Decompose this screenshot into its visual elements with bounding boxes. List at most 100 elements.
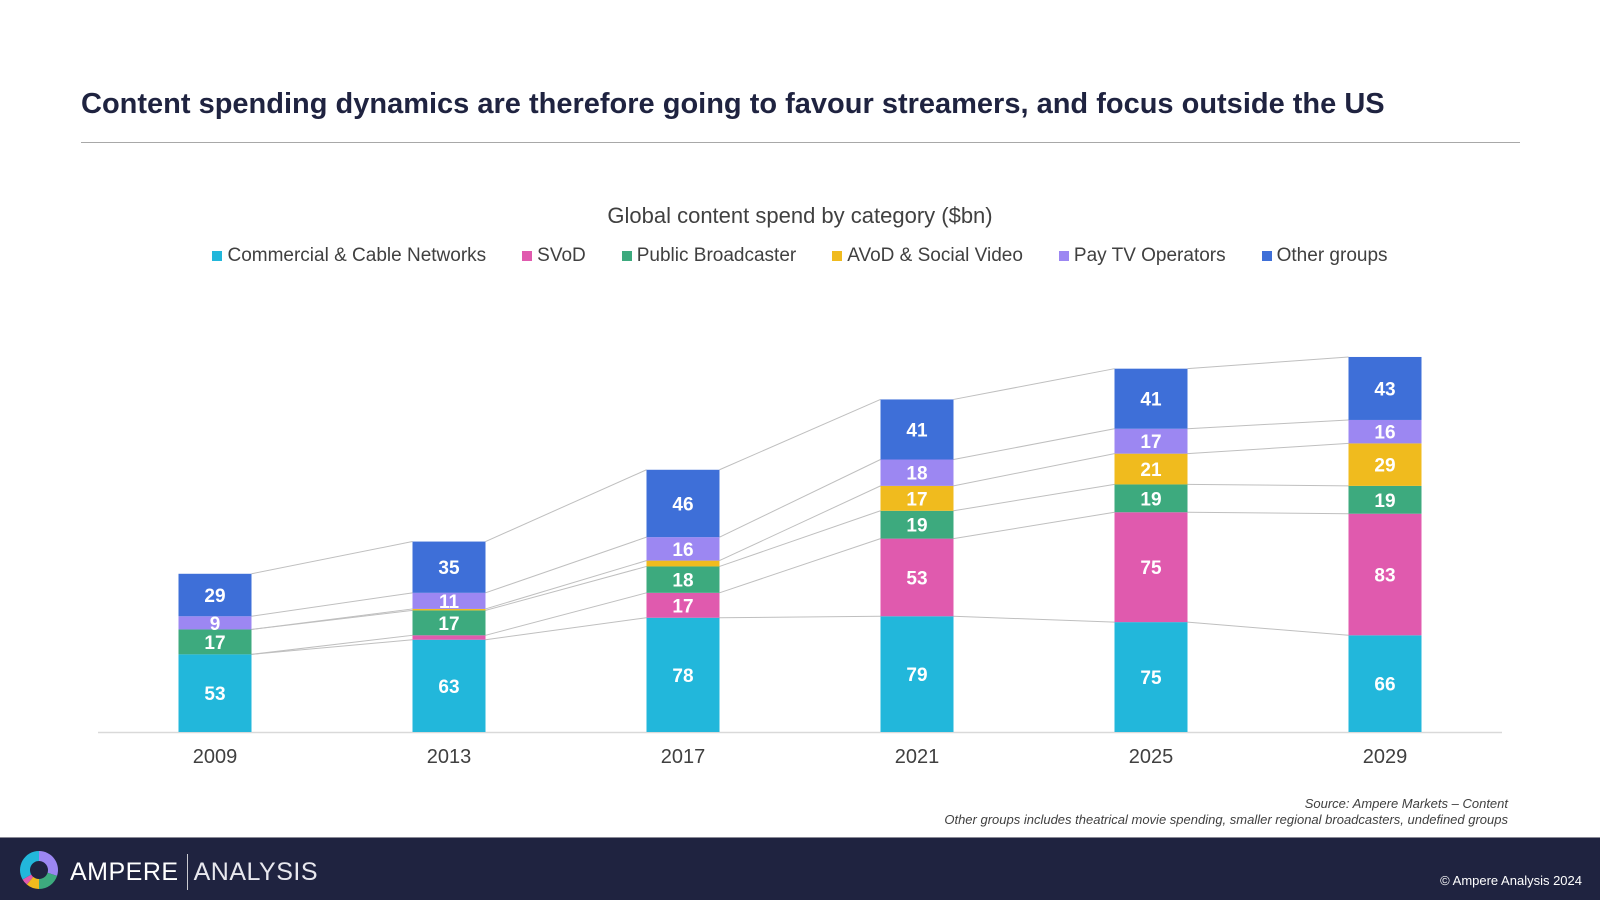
x-tick-label: 2009 <box>193 746 238 768</box>
connector-line <box>1187 511 1349 515</box>
bar-segment <box>880 538 954 617</box>
connector-line <box>953 453 1115 487</box>
data-label: 83 <box>1374 566 1395 587</box>
data-label: 17 <box>204 633 225 654</box>
connector-line <box>1187 356 1349 370</box>
bar-segment <box>646 592 720 618</box>
legend-label: SVoD <box>537 245 586 266</box>
legend-item: SVoD <box>522 245 586 267</box>
connector-line <box>719 615 881 619</box>
x-tick-label: 2013 <box>427 746 472 768</box>
bar-segment <box>1348 419 1422 444</box>
data-label: 21 <box>1140 460 1162 481</box>
connector-line <box>719 459 881 538</box>
connector-line <box>719 485 881 562</box>
legend-item: Commercial & Cable Networks <box>212 245 486 267</box>
legend-swatch <box>212 251 223 261</box>
legend-swatch <box>522 251 533 261</box>
footer-bar <box>0 838 1600 900</box>
bar-segment <box>412 592 486 609</box>
bar-segment <box>412 639 486 732</box>
connector-line <box>1187 419 1349 430</box>
bar-segment <box>646 617 720 732</box>
legend-label: Other groups <box>1276 245 1388 266</box>
bar-segment <box>1114 512 1188 623</box>
data-label: 17 <box>906 489 927 510</box>
connector-line <box>485 469 647 543</box>
data-label: 16 <box>672 540 693 561</box>
bar-segment <box>178 654 252 732</box>
data-label: 75 <box>1140 558 1162 579</box>
connector-line <box>485 560 647 610</box>
bar-segment <box>646 560 720 567</box>
legend-item: Pay TV Operators <box>1058 245 1226 267</box>
copyright-text: © Ampere Analysis 2024 <box>1440 873 1582 888</box>
data-label: 11 <box>439 592 460 613</box>
ampere-logo: AMPERE ANALYSIS <box>70 854 318 890</box>
donut-logo-icon <box>20 851 58 889</box>
legend-label: Pay TV Operators <box>1073 245 1226 266</box>
legend-swatch <box>832 251 843 261</box>
bar-segment <box>646 469 720 538</box>
data-label: 29 <box>1374 456 1395 477</box>
bar-segment <box>1348 485 1422 514</box>
legend-item: AVoD & Social Video <box>832 245 1023 267</box>
connector-line <box>953 615 1115 623</box>
footnote-line: Other groups includes theatrical movie s… <box>944 812 1508 827</box>
data-label: 79 <box>906 665 927 686</box>
connector-line <box>485 617 647 641</box>
data-label: 17 <box>1140 432 1161 453</box>
bar-segment <box>880 399 954 460</box>
data-label: 17 <box>672 596 693 617</box>
bar-segment <box>880 616 954 732</box>
legend-swatch <box>621 251 632 261</box>
data-label: 63 <box>438 677 459 698</box>
bar-segment <box>1348 635 1422 732</box>
logo-primary: AMPERE <box>70 857 179 886</box>
bar-segment <box>178 573 252 617</box>
source-line: Source: Ampere Markets – Content <box>1304 796 1508 811</box>
connector-line <box>953 368 1115 400</box>
footer-divider <box>0 837 1600 838</box>
chart-title: Global content spend by category ($bn) <box>607 203 993 228</box>
bar-segment <box>178 629 252 655</box>
data-label: 43 <box>1374 379 1395 400</box>
bar-segment <box>178 616 252 630</box>
data-label: 16 <box>1374 423 1395 444</box>
legend-item: Other groups <box>1261 245 1388 267</box>
data-label: 41 <box>906 420 928 441</box>
bar-segment <box>646 566 720 593</box>
connector-line <box>953 428 1115 461</box>
connector-line <box>251 634 413 655</box>
data-label: 35 <box>438 558 460 579</box>
data-label: 19 <box>1374 491 1395 512</box>
bar-segment <box>646 537 720 561</box>
legend-item: Public Broadcaster <box>621 245 797 267</box>
bar-segment <box>412 541 486 593</box>
connector-line <box>485 565 647 611</box>
data-label: 41 <box>1140 390 1162 411</box>
legend-label: Public Broadcaster <box>636 245 797 266</box>
connector-line <box>251 608 413 630</box>
data-label: 53 <box>906 568 927 589</box>
connector-line <box>251 541 413 575</box>
source-note: Source: Ampere Markets – Content Other g… <box>944 796 1508 828</box>
bar-segment <box>880 485 954 511</box>
legend-swatch <box>1058 251 1069 261</box>
data-label: 78 <box>672 666 693 687</box>
data-label: 19 <box>906 516 927 537</box>
connector-line <box>1187 483 1349 487</box>
connector-line <box>1187 621 1349 636</box>
x-tick-label: 2025 <box>1129 746 1174 768</box>
bar-segment <box>1114 428 1188 454</box>
bar-segment <box>1114 368 1188 429</box>
bar-segment <box>412 635 486 640</box>
data-label: 9 <box>210 614 221 635</box>
connector-line <box>719 398 881 471</box>
chart-legend: Commercial & Cable Networks SVoD Public Br… <box>0 245 1600 267</box>
legend-label: Commercial & Cable Networks <box>227 245 487 266</box>
logo-separator <box>186 854 188 890</box>
bar-segment <box>1114 622 1188 732</box>
bar-segment <box>1348 356 1422 420</box>
